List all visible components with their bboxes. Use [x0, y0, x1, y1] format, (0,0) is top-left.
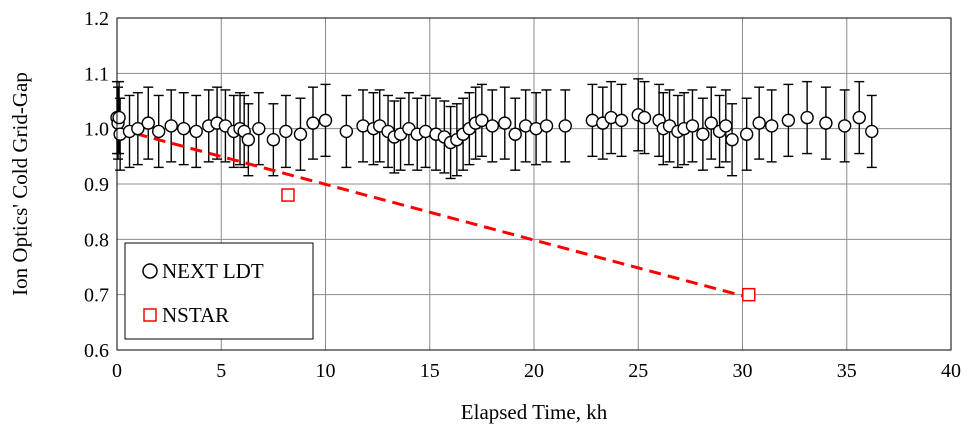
- next-ldt-point: [279, 124, 293, 139]
- next-ldt-point: [865, 124, 879, 139]
- next-ldt-point: [164, 119, 178, 133]
- y-tick-label: 1.0: [84, 119, 109, 141]
- y-tick-label: 1.2: [84, 8, 109, 30]
- next-ldt-point: [252, 121, 266, 136]
- next-ldt-point: [764, 119, 779, 133]
- next-ldt-point: [339, 124, 354, 139]
- x-tick-label: 25: [628, 360, 648, 382]
- nstar-point: [742, 287, 756, 302]
- y-tick-labels: 0.6 0.7 0.8 0.9 1.0 1.1 1.2: [84, 8, 109, 362]
- y-tick-label: 1.1: [84, 63, 109, 85]
- next-ldt-point: [800, 110, 814, 125]
- x-tick-label: 30: [733, 360, 753, 382]
- y-tick-label: 0.7: [84, 285, 109, 307]
- x-tick-label: 20: [524, 360, 544, 382]
- trend-line-group: [116, 127, 750, 299]
- next-ldt-point: [475, 113, 489, 128]
- x-axis-title: Elapsed Time, kh: [461, 400, 608, 424]
- legend-label-nstar: NSTAR: [162, 303, 229, 327]
- next-ldt-point: [508, 127, 522, 141]
- next-ldt-point: [293, 127, 308, 141]
- next-ldt-point: [539, 119, 554, 133]
- data-points: [110, 108, 879, 302]
- next-ldt-point: [696, 127, 710, 141]
- next-ldt-point: [704, 116, 718, 130]
- y-tick-label: 0.9: [84, 174, 109, 196]
- next-ldt-point: [177, 121, 191, 136]
- x-tick-labels: 0 5 10 15 20 25 30 35 40: [112, 360, 961, 382]
- nstar-point: [281, 188, 295, 202]
- next-ldt-point: [837, 119, 852, 133]
- trend-line: [116, 127, 750, 299]
- next-ldt-point: [141, 116, 155, 130]
- legend-marker-next-ldt: [142, 263, 158, 279]
- x-tick-label: 15: [420, 360, 440, 382]
- next-ldt-point: [719, 119, 733, 133]
- legend: NEXT LDT NSTAR: [124, 242, 314, 340]
- next-ldt-point: [781, 113, 796, 128]
- next-ldt-point: [558, 119, 572, 133]
- legend-label-next-ldt: NEXT LDT: [162, 259, 264, 283]
- legend-box: [124, 242, 314, 340]
- next-ldt-point: [852, 110, 866, 125]
- next-ldt-point: [241, 133, 256, 147]
- next-ldt-point: [614, 113, 629, 128]
- y-tick-label: 0.8: [84, 229, 109, 251]
- next-ldt-point: [485, 119, 499, 133]
- next-ldt-point: [266, 133, 281, 147]
- next-ldt-point: [306, 116, 320, 130]
- next-ldt-point: [739, 127, 754, 141]
- x-tick-label: 10: [316, 360, 336, 382]
- next-ldt-point: [752, 116, 766, 130]
- legend-marker-nstar: [143, 308, 157, 322]
- x-tick-label: 5: [216, 360, 226, 382]
- next-ldt-point: [151, 124, 166, 139]
- next-ldt-point: [318, 113, 333, 128]
- x-tick-label: 0: [112, 360, 122, 382]
- next-ldt-point: [112, 110, 126, 125]
- next-ldt-point: [131, 121, 145, 136]
- next-ldt-point: [725, 133, 739, 147]
- plot-frame: [116, 17, 952, 351]
- x-tick-label: 40: [941, 360, 961, 382]
- next-ldt-point: [189, 124, 203, 139]
- next-ldt-point: [685, 119, 700, 133]
- next-ldt-point: [637, 110, 652, 125]
- next-ldt-point: [498, 116, 512, 130]
- next-ldt-point: [819, 116, 833, 130]
- y-tick-label: 0.6: [84, 340, 109, 362]
- y-axis-title: Ion Optics' Cold Grid-Gap: [8, 72, 32, 296]
- x-tick-label: 35: [837, 360, 857, 382]
